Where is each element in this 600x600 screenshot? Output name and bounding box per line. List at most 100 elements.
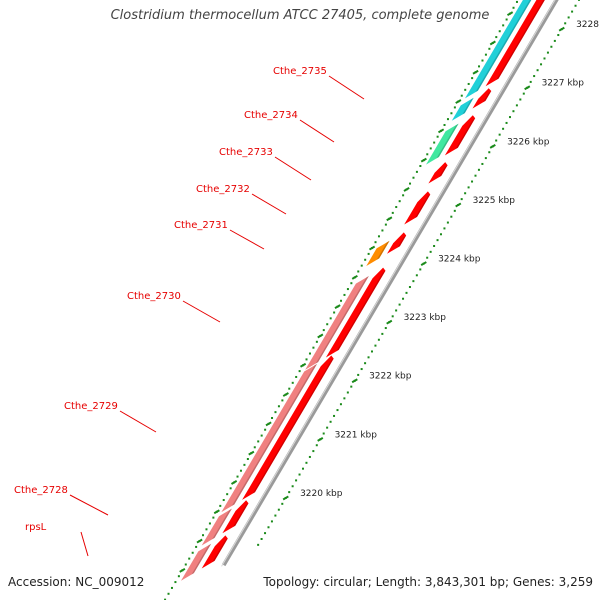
- scale-dot: [298, 473, 301, 476]
- feature-block-forward: [201, 508, 232, 546]
- upper-scale-dot: [512, 6, 515, 9]
- scale-dot: [395, 309, 398, 312]
- gene-label: Cthe_2734: [244, 110, 298, 121]
- feature-block-shadow: [231, 363, 318, 506]
- scale-tick-label: 3226 kbp: [507, 137, 550, 147]
- scale-dot: [364, 362, 367, 365]
- feature-block-reverse: [325, 267, 386, 358]
- upper-scale-dot: [502, 24, 505, 27]
- scale-dot: [350, 385, 353, 388]
- feature-block-shadow: [191, 543, 212, 575]
- scale-major-tick: [317, 436, 324, 442]
- scale-dot: [481, 162, 484, 165]
- scale-dot: [377, 338, 380, 341]
- scale-dot: [267, 526, 270, 529]
- gene-leader-line: [274, 156, 312, 181]
- upper-scale-tick: [455, 99, 462, 104]
- upper-scale-dot: [488, 47, 491, 50]
- scale-dot: [333, 414, 336, 417]
- feature-block-reverse: [444, 115, 476, 156]
- feature-block-shadow: [252, 358, 334, 494]
- gene-label: rpsL: [25, 522, 47, 533]
- upper-scale-tick: [213, 509, 220, 515]
- upper-scale-dot: [312, 346, 315, 349]
- gene-leader-line: [328, 75, 365, 100]
- feature-block-reverse: [242, 355, 334, 500]
- scale-dot: [436, 239, 439, 242]
- scale-major-tick: [524, 85, 531, 91]
- upper-scale-dot: [505, 18, 508, 21]
- upper-scale-dot: [264, 428, 267, 431]
- scale-dot: [370, 350, 373, 353]
- scale-dot: [512, 110, 515, 113]
- upper-scale-tick: [248, 450, 255, 456]
- upper-scale-dot: [453, 106, 456, 109]
- feature-block-shadow: [475, 0, 532, 93]
- map-title: Clostridium thermocellum ATCC 27405, com…: [110, 8, 490, 23]
- scale-major-tick: [455, 202, 462, 208]
- feature-block-forward: [181, 543, 212, 581]
- scale-dot: [564, 22, 567, 25]
- scale-dot: [546, 51, 549, 54]
- scale-dot: [295, 479, 298, 482]
- scale-dot: [477, 168, 480, 171]
- feature-block-shadow: [397, 235, 407, 248]
- upper-scale-dot: [467, 82, 470, 85]
- scale-dot: [536, 69, 539, 72]
- upper-scale-dot: [478, 65, 481, 68]
- feature-block-reverse: [428, 162, 448, 184]
- upper-scale-dot: [195, 545, 198, 548]
- upper-scale-dot: [170, 586, 173, 589]
- genome-backbone-line: [221, 0, 559, 567]
- scale-dot: [533, 75, 536, 78]
- upper-scale-tick: [472, 69, 479, 75]
- upper-scale-dot: [409, 182, 412, 185]
- scale-dot: [329, 420, 332, 423]
- upper-scale-dot: [481, 59, 484, 62]
- scale-dot: [543, 57, 546, 60]
- upper-scale-tick: [317, 333, 324, 339]
- scale-dot: [508, 116, 511, 119]
- feature-block-shadow: [438, 165, 448, 178]
- scale-dot: [439, 233, 442, 236]
- scale-dot: [471, 180, 474, 183]
- gene-label: Cthe_2731: [174, 220, 228, 231]
- feature-block-shadow: [496, 0, 545, 81]
- scale-dot: [557, 34, 560, 37]
- upper-scale-dot: [391, 211, 394, 214]
- genome-summary-text: Topology: circular; Length: 3,843,301 bp…: [263, 575, 593, 589]
- scale-tick-label: 3227 kbp: [542, 79, 585, 89]
- upper-scale-dot: [326, 323, 329, 326]
- upper-scale-dot: [429, 147, 432, 150]
- feature-block-shadow: [462, 97, 474, 115]
- gene-leader-line: [251, 193, 287, 215]
- upper-scale-dot: [374, 241, 377, 244]
- scale-dot: [488, 151, 491, 154]
- feature-block-reverse: [404, 191, 431, 225]
- scale-dot: [495, 139, 498, 142]
- scale-dot: [505, 121, 508, 124]
- scale-dot: [519, 98, 522, 101]
- feature-block-forward: [305, 276, 369, 370]
- upper-scale-dot: [246, 458, 249, 461]
- upper-scale-dot: [315, 340, 318, 343]
- scale-dot: [336, 409, 339, 412]
- scale-dot: [384, 327, 387, 330]
- scale-dot: [522, 92, 525, 95]
- upper-scale-dot: [433, 141, 436, 144]
- upper-scale-tick: [334, 304, 341, 310]
- upper-scale-tick: [386, 216, 393, 222]
- feature-block-forward: [366, 240, 390, 266]
- upper-scale-dot: [443, 123, 446, 126]
- scale-dot: [429, 250, 432, 253]
- gene-leader-line: [182, 300, 221, 323]
- gene-leader-line: [80, 531, 89, 557]
- genome-backbone-highlight: [221, 0, 556, 567]
- scale-dot: [474, 174, 477, 177]
- scale-dot: [571, 10, 574, 13]
- upper-scale-dot: [360, 264, 363, 267]
- scale-dot: [270, 520, 273, 523]
- upper-scale-dot: [322, 329, 325, 332]
- scale-dot: [315, 444, 318, 447]
